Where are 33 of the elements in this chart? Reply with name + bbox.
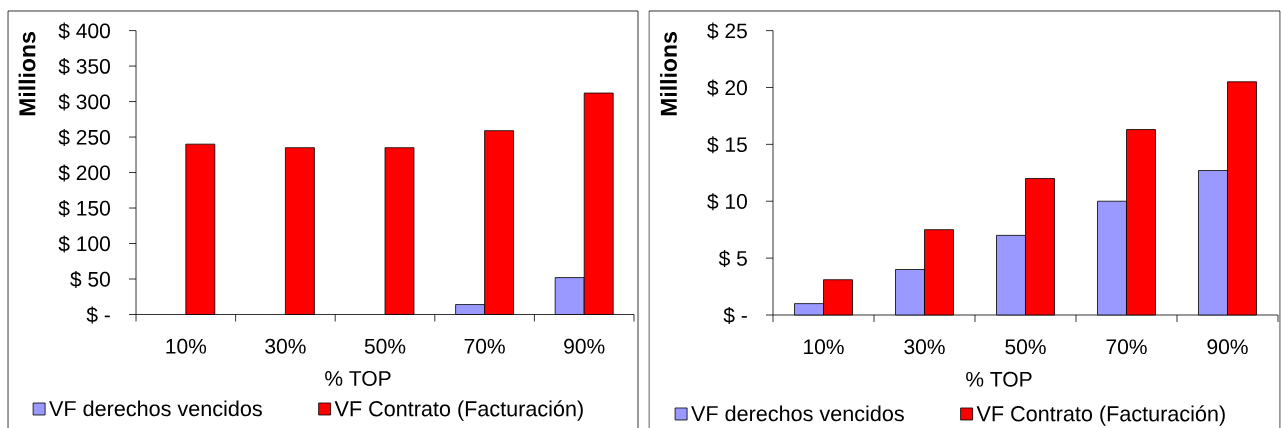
x-axis-title: % TOP — [966, 371, 1032, 387]
y-tick-label: $ 10 — [707, 193, 747, 211]
x-axis-title: % TOP — [325, 371, 391, 386]
y-tick-label: $ - — [723, 306, 747, 324]
y-tick-label: $ 400 — [58, 22, 110, 40]
x-tick-label: 10% — [166, 338, 207, 354]
y-tick-label: $ 50 — [70, 270, 110, 288]
y-tick-label: $ 20 — [707, 79, 747, 97]
x-tick-label: 30% — [265, 338, 306, 354]
y-tick-label: $ 15 — [707, 136, 747, 154]
x-tick-label: 90% — [564, 338, 605, 354]
y-tick-label: $ 350 — [58, 58, 110, 76]
y-tick-label: $ 300 — [58, 93, 110, 111]
y-tick-label: $ 25 — [707, 22, 747, 40]
x-tick-label: 30% — [904, 339, 945, 355]
legend-label: VF Contrato (Facturación) — [976, 405, 1225, 426]
x-tick-label: 50% — [1005, 339, 1046, 355]
x-tick-label: 90% — [1207, 339, 1248, 355]
y-tick-label: $ 150 — [58, 199, 110, 217]
x-tick-label: 50% — [364, 338, 406, 354]
y-tick-label: $ 200 — [58, 164, 110, 182]
y-tick-label: $ - — [86, 306, 110, 324]
y-tick-label: $ 250 — [58, 129, 110, 147]
legend-label: VF derechos vencidos — [49, 400, 262, 417]
y-tick-label: $ 100 — [58, 235, 110, 253]
x-tick-label: 70% — [1106, 339, 1147, 355]
legend-label: VF Contrato (Facturación) — [334, 400, 583, 421]
y-axis-title: Millions — [660, 32, 677, 116]
y-axis-title: Millions — [18, 32, 36, 116]
x-tick-label: 10% — [804, 339, 844, 355]
legend-label: VF derechos vencidos — [691, 405, 904, 422]
x-tick-label: 70% — [464, 338, 505, 354]
y-tick-label: $ 5 — [718, 250, 747, 268]
